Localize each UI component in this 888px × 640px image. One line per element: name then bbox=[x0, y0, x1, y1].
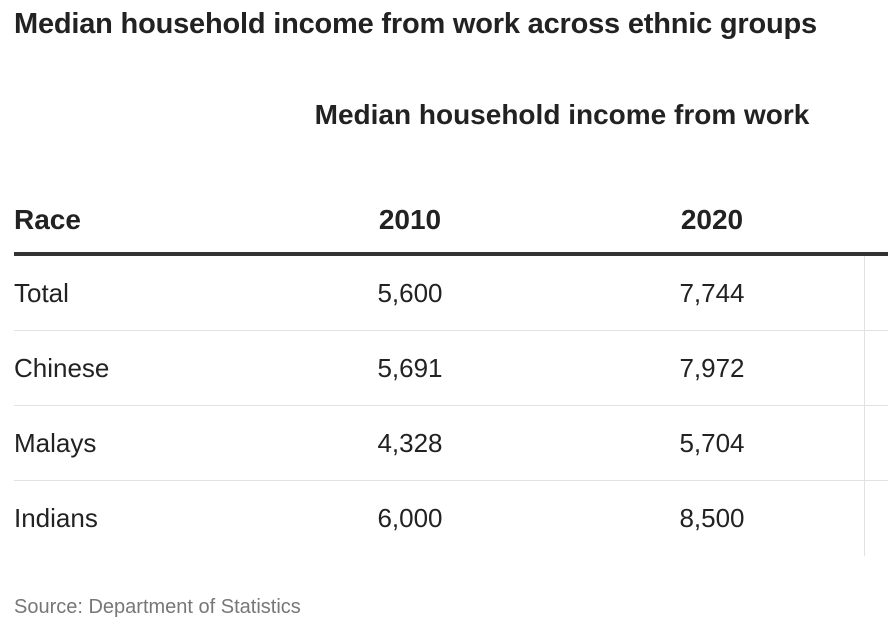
race-cell: Malays bbox=[14, 428, 97, 458]
table-row-malays: Malays 4,328 5,704 bbox=[14, 406, 888, 481]
value-2010-cell: 6,000 bbox=[377, 503, 443, 533]
table-right-divider bbox=[864, 256, 865, 556]
column-header-2020: 2020 bbox=[680, 204, 744, 235]
value-2010-cell: 4,328 bbox=[377, 428, 443, 458]
column-header-race: Race bbox=[14, 204, 81, 235]
race-cell: Indians bbox=[14, 503, 98, 533]
value-2010-cell: 5,600 bbox=[377, 278, 443, 308]
value-2020-cell: 5,704 bbox=[679, 428, 745, 458]
column-header-2010: 2010 bbox=[378, 204, 442, 235]
value-2020-cell: 8,500 bbox=[679, 503, 745, 533]
source-note: Source: Department of Statistics bbox=[14, 596, 301, 618]
value-2020-cell: 7,972 bbox=[679, 353, 745, 383]
table-row-indians: Indians 6,000 8,500 bbox=[14, 481, 888, 556]
table-row-total: Total 5,600 7,744 bbox=[14, 256, 888, 331]
race-cell: Total bbox=[14, 278, 69, 308]
header-rule bbox=[14, 252, 888, 256]
table-row-chinese: Chinese 5,691 7,972 bbox=[14, 331, 888, 406]
value-2010-cell: 5,691 bbox=[377, 353, 443, 383]
group-column-header: Median household income from work bbox=[314, 99, 810, 130]
race-cell: Chinese bbox=[14, 353, 110, 383]
value-2020-cell: 7,744 bbox=[679, 278, 745, 308]
chart-title: Median household income from work across… bbox=[14, 8, 817, 40]
